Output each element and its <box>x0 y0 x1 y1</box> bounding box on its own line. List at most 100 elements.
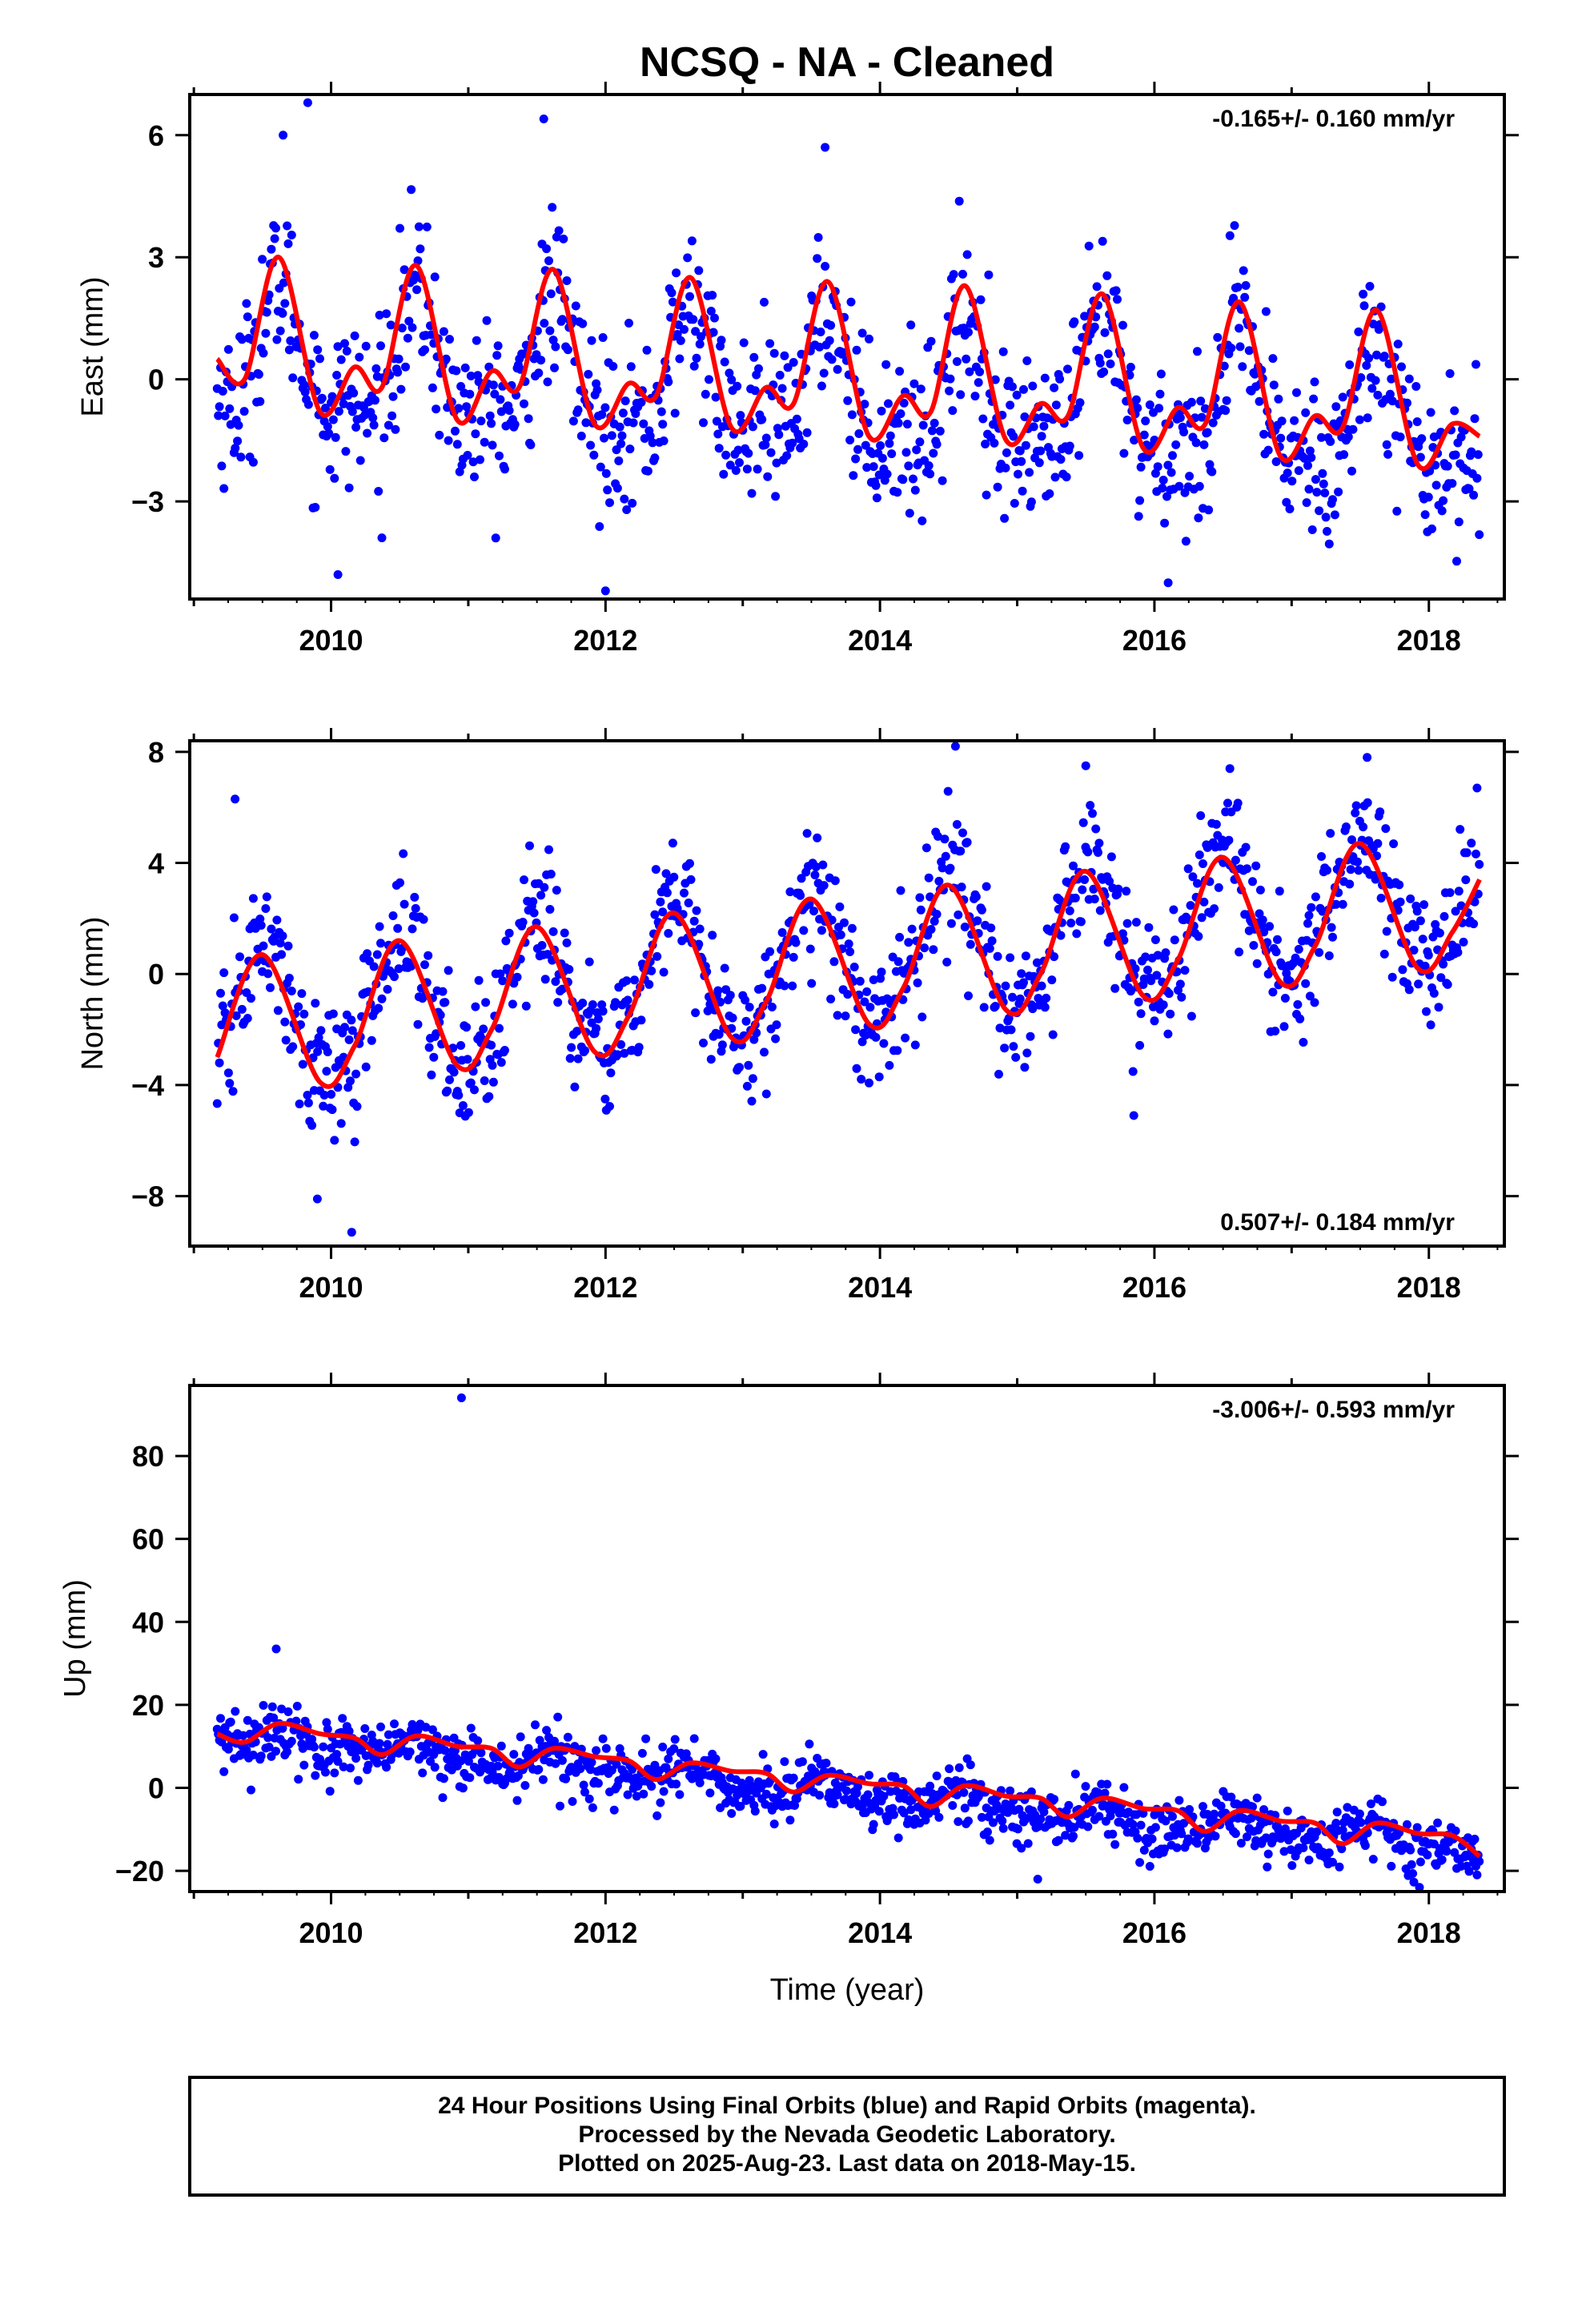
data-point <box>254 370 263 379</box>
data-point <box>237 335 247 344</box>
data-point <box>1431 480 1441 490</box>
data-point <box>1339 450 1349 460</box>
data-point <box>1207 467 1217 476</box>
data-point <box>286 336 295 345</box>
data-point <box>1095 358 1105 368</box>
data-point <box>1472 360 1480 369</box>
data-point <box>973 916 982 926</box>
data-point <box>542 1726 552 1735</box>
data-point <box>846 297 856 307</box>
data-point <box>1427 524 1436 533</box>
data-point <box>454 404 464 413</box>
y-tick-label: 80 <box>132 1440 164 1473</box>
data-point <box>1439 959 1448 969</box>
data-point <box>1174 1795 1184 1805</box>
data-point <box>871 480 881 490</box>
data-point <box>989 1818 998 1827</box>
data-point <box>1203 428 1212 437</box>
data-point <box>255 396 265 406</box>
data-point <box>1419 900 1429 910</box>
data-point <box>287 1736 296 1746</box>
data-point <box>325 1787 335 1796</box>
data-point <box>1233 283 1243 292</box>
data-point <box>761 440 770 449</box>
data-point <box>869 1819 878 1829</box>
data-point <box>1303 460 1312 470</box>
data-point <box>658 420 668 429</box>
data-point <box>813 233 823 242</box>
data-point <box>1406 894 1415 903</box>
data-point <box>299 1009 309 1019</box>
data-point <box>826 995 836 1003</box>
y-axis-label: East (mm) <box>76 276 110 416</box>
data-point <box>600 586 610 596</box>
data-point <box>361 341 371 351</box>
data-point <box>1451 1826 1460 1835</box>
data-point <box>262 892 271 902</box>
data-point <box>1467 447 1476 456</box>
data-point <box>668 297 677 307</box>
velocity-annotation: -0.165+/- 0.160 mm/yr <box>1212 106 1455 132</box>
data-point <box>1371 875 1380 884</box>
data-point <box>340 339 349 348</box>
data-point <box>760 297 769 307</box>
data-point <box>551 342 560 352</box>
data-point <box>315 354 324 364</box>
data-point <box>333 570 343 579</box>
data-point <box>360 1724 370 1733</box>
data-point <box>664 1754 673 1763</box>
data-point <box>1475 859 1484 869</box>
data-point <box>1012 390 1022 400</box>
data-point <box>386 320 396 330</box>
data-point <box>1459 937 1468 947</box>
data-point <box>1054 1835 1063 1845</box>
data-point <box>1307 903 1316 912</box>
data-point <box>685 858 694 868</box>
data-point <box>452 366 461 376</box>
data-point <box>544 256 553 266</box>
data-point <box>1317 432 1326 442</box>
data-point <box>545 905 555 914</box>
data-point <box>915 437 925 447</box>
data-point <box>835 902 845 911</box>
data-point <box>993 482 1002 492</box>
data-point <box>1026 1787 1036 1796</box>
data-point <box>1443 979 1452 989</box>
data-point <box>283 941 293 951</box>
data-point <box>1353 857 1362 866</box>
data-point <box>573 405 583 415</box>
footer-line-1: 24 Hour Positions Using Final Orbits (bl… <box>438 2093 1256 2119</box>
data-point <box>598 1734 608 1743</box>
data-point <box>1233 798 1243 808</box>
data-point <box>1355 1809 1364 1819</box>
data-point <box>1163 460 1173 470</box>
data-point <box>463 1055 472 1064</box>
data-point <box>1166 468 1176 477</box>
data-point <box>966 1760 975 1770</box>
data-point <box>985 943 994 953</box>
data-point <box>1208 418 1218 428</box>
data-point <box>1081 761 1090 770</box>
data-point <box>1412 1823 1422 1832</box>
data-point <box>598 333 608 342</box>
data-point <box>307 1120 317 1130</box>
data-point <box>1299 1843 1308 1852</box>
data-point <box>1279 1022 1289 1031</box>
data-point <box>745 1003 754 1012</box>
east-panel: 2010 2012 2014 2016 2018 6 3 0 −3 East (mm) -0.165… <box>76 82 1519 657</box>
data-point <box>1417 434 1427 444</box>
data-point <box>444 436 453 445</box>
data-point <box>1199 440 1209 449</box>
data-point <box>847 410 857 420</box>
data-point <box>645 431 655 440</box>
data-point <box>1111 286 1121 296</box>
data-point <box>1378 1797 1387 1807</box>
data-point <box>1469 919 1479 929</box>
data-point <box>706 1055 716 1064</box>
data-point <box>482 316 492 325</box>
data-point <box>1160 518 1170 528</box>
data-point <box>639 419 648 428</box>
data-point <box>915 893 925 903</box>
data-point <box>346 1076 355 1086</box>
data-point <box>1070 317 1079 327</box>
